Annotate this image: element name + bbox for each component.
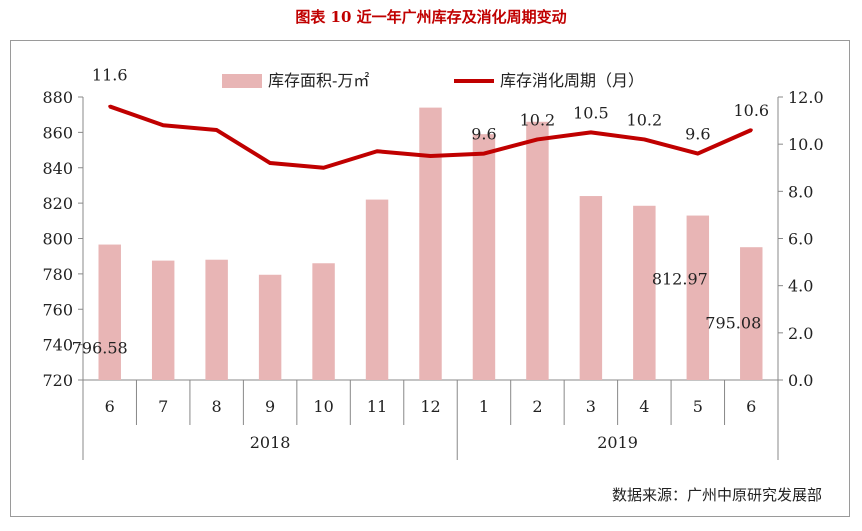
- legend-swatch-bar: [222, 74, 262, 88]
- line-data-label: 10.2: [520, 110, 556, 129]
- y-right-tick-label: 6.0: [788, 230, 813, 249]
- x-tick-label: 8: [212, 397, 222, 416]
- line-point: [696, 152, 700, 156]
- y-left-tick-label: 820: [42, 194, 73, 213]
- line-point: [749, 128, 753, 132]
- y-right-tick-label: 4.0: [788, 277, 813, 296]
- bar: [365, 199, 389, 380]
- x-tick-label: 5: [693, 397, 703, 416]
- year-label: 2018: [250, 433, 291, 452]
- line-point: [161, 123, 165, 127]
- line-point: [108, 104, 112, 108]
- x-tick-label: 6: [746, 397, 756, 416]
- y-left-tick-label: 800: [42, 230, 73, 249]
- bar: [472, 134, 496, 380]
- x-tick-label: 7: [158, 397, 168, 416]
- bar: [526, 121, 549, 380]
- legend-label: 库存面积-万㎡: [268, 71, 369, 90]
- bar-data-label: 796.58: [72, 338, 128, 357]
- chart-frame: [10, 40, 850, 517]
- x-tick-label: 9: [265, 397, 275, 416]
- y-left-tick-label: 840: [42, 159, 73, 178]
- line-data-label: 9.6: [471, 125, 496, 144]
- legend-label: 库存消化周期（月）: [500, 71, 644, 90]
- y-right-tick-label: 2.0: [788, 324, 813, 343]
- year-label: 2019: [597, 433, 638, 452]
- line-point: [535, 137, 539, 141]
- line-point: [589, 130, 593, 134]
- chart-title: 图表 10 近一年广州库存及消化周期变动: [295, 8, 567, 26]
- bar: [258, 274, 282, 380]
- bar: [740, 247, 763, 380]
- line-point: [482, 152, 486, 156]
- bar-series: [98, 107, 763, 381]
- x-tick-label: 11: [367, 397, 387, 416]
- line-point: [429, 154, 432, 158]
- data-source: 数据来源：广州中原研究发展部: [611, 486, 822, 504]
- line-point: [215, 128, 219, 132]
- y-left-tick-label: 780: [42, 265, 73, 284]
- x-tick-label: 6: [105, 397, 115, 416]
- line-data-label: 10.5: [573, 103, 609, 122]
- x-tick-label: 10: [313, 397, 333, 416]
- bar: [579, 196, 603, 380]
- bar: [205, 259, 228, 380]
- x-tick-label: 1: [479, 397, 489, 416]
- bar-data-label: 795.08: [705, 314, 761, 333]
- x-tick-label: 4: [639, 397, 649, 416]
- line-data-label: 11.6: [92, 65, 128, 84]
- x-tick-label: 3: [586, 397, 596, 416]
- data-labels: 11.6 9.6 10.2 10.5 10.2 9.6 10.6 796.58 812.97 79…: [72, 65, 769, 357]
- bar: [419, 107, 442, 381]
- line-series: [108, 104, 753, 170]
- y-left-tick-label: 740: [42, 336, 73, 355]
- y-right-tick-label: 12.0: [788, 88, 824, 107]
- line-data-label: 10.2: [627, 110, 663, 129]
- axes: 720 740 760 780 800 820 840 860 880 0.0 2.0 4.0 6.0 8…: [42, 88, 824, 460]
- x-tick-label: 2: [532, 397, 542, 416]
- y-left-tick-label: 760: [42, 300, 73, 319]
- bar: [151, 260, 175, 380]
- line-point: [268, 161, 272, 165]
- bar: [633, 205, 656, 380]
- legend: 库存面积-万㎡ 库存消化周期（月）: [222, 71, 644, 90]
- line-point: [375, 149, 379, 153]
- line-data-label: 9.6: [685, 125, 710, 144]
- y-right-tick-label: 8.0: [788, 182, 813, 201]
- bar: [312, 263, 335, 380]
- bar: [686, 215, 710, 380]
- y-right-tick-label: 10.0: [788, 135, 824, 154]
- line-point: [322, 166, 326, 170]
- y-right-tick-label: 0.0: [788, 371, 813, 390]
- y-left-tick-label: 880: [42, 88, 73, 107]
- bar: [98, 244, 121, 380]
- y-left-tick-label: 860: [42, 123, 73, 142]
- y-left-tick-label: 720: [42, 371, 73, 390]
- line-point: [642, 137, 646, 141]
- x-tick-label: 12: [420, 397, 440, 416]
- line-data-label: 10.6: [733, 101, 769, 120]
- bar-data-label: 812.97: [652, 269, 708, 288]
